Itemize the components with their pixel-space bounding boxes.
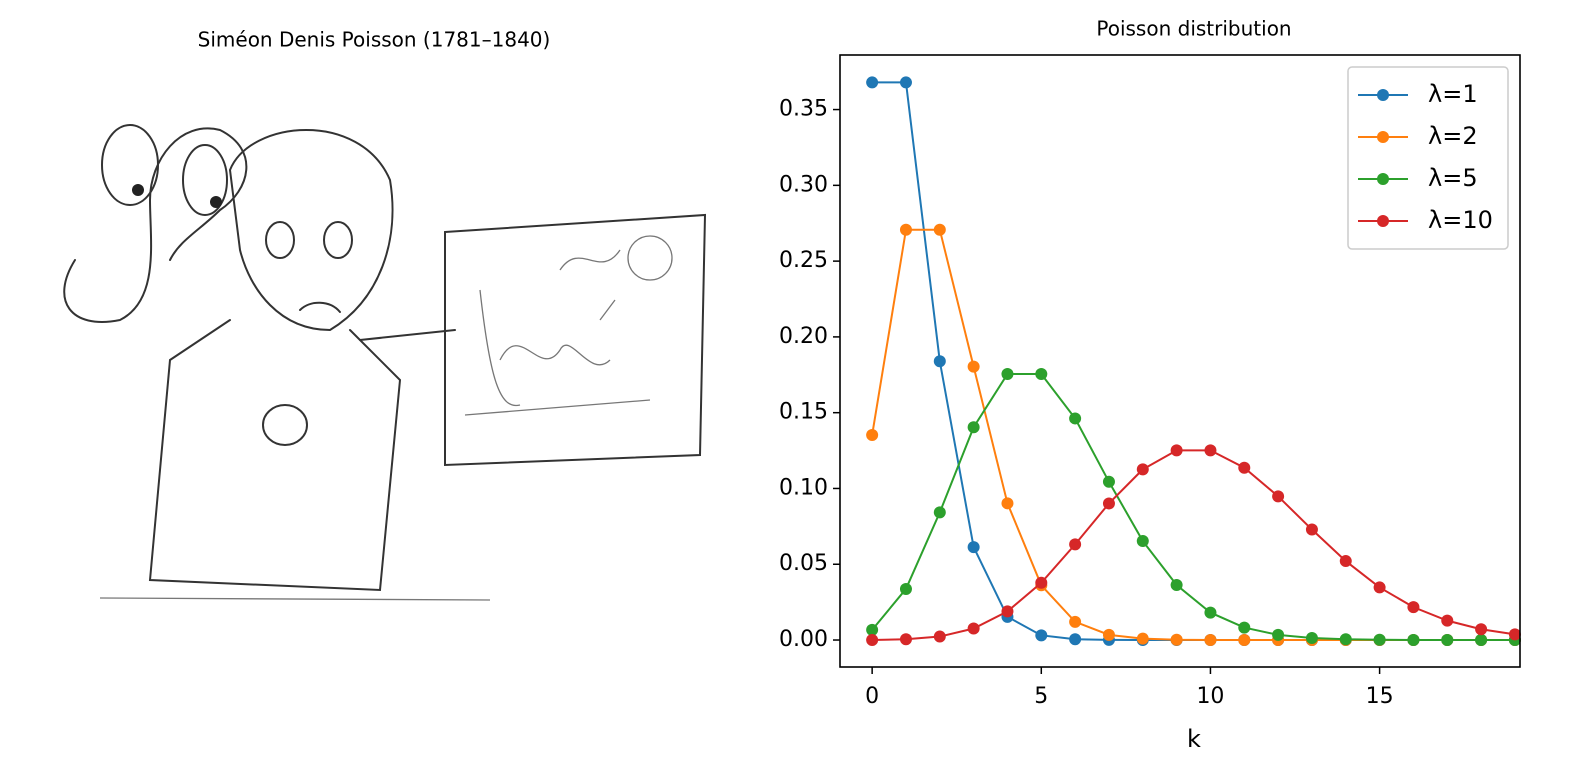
- data-point: [1272, 628, 1285, 641]
- data-point: [1102, 497, 1115, 510]
- data-point: [1069, 538, 1082, 551]
- series-line: [872, 449, 1516, 642]
- legend-box: [1347, 66, 1509, 250]
- legend-marker: [1377, 173, 1389, 185]
- data-point: [1170, 444, 1183, 457]
- data-point: [933, 223, 946, 236]
- y-tick-label: 0.15: [779, 400, 828, 425]
- data-point: [1102, 628, 1115, 641]
- data-point: [967, 541, 980, 554]
- data-point: [933, 506, 946, 519]
- data-point: [967, 622, 980, 635]
- data-point: [1001, 368, 1014, 381]
- data-point: [1441, 634, 1454, 647]
- legend: λ=1 λ=2 λ=5 λ=10: [1347, 66, 1509, 250]
- y-tick-label: 0.25: [779, 248, 828, 273]
- data-point: [1170, 633, 1183, 646]
- data-point: [1407, 634, 1420, 647]
- data-point: [1339, 633, 1352, 646]
- data-point: [866, 76, 879, 89]
- data-point: [1001, 605, 1014, 618]
- data-point: [1475, 623, 1488, 636]
- data-point: [1475, 634, 1488, 647]
- data-point: [1305, 523, 1318, 536]
- legend-label: λ=10: [1428, 206, 1493, 234]
- data-point: [1136, 632, 1149, 645]
- y-tick-label: 0.35: [779, 97, 828, 122]
- legend-label: λ=2: [1428, 122, 1478, 150]
- chart-title: Poisson distribution: [1096, 17, 1291, 41]
- x-tick-label: 5: [1034, 684, 1048, 709]
- data-point: [1035, 576, 1048, 589]
- data-point: [1407, 601, 1420, 614]
- data-point: [1441, 614, 1454, 627]
- legend-marker: [1377, 89, 1389, 101]
- y-tick-label: 0.20: [779, 324, 828, 349]
- data-point: [866, 428, 879, 441]
- data-point: [933, 630, 946, 643]
- y-tick-label: 0.10: [779, 475, 828, 500]
- data-point: [1136, 463, 1149, 476]
- data-point: [1305, 632, 1318, 645]
- legend-label: λ=5: [1428, 164, 1478, 192]
- data-point: [1204, 444, 1217, 457]
- data-point: [1204, 634, 1217, 647]
- data-point: [1035, 629, 1048, 642]
- data-point: [967, 360, 980, 373]
- legend-label: λ=1: [1428, 80, 1478, 108]
- data-point: [1339, 555, 1352, 568]
- data-point: [1238, 461, 1251, 474]
- legend-marker: [1377, 215, 1389, 227]
- illustration: [63, 124, 707, 601]
- data-point: [1170, 579, 1183, 592]
- data-point: [1069, 615, 1082, 628]
- data-point: [866, 623, 879, 636]
- y-tick-label: 0.05: [779, 551, 828, 576]
- data-point: [933, 355, 946, 368]
- data-point: [1238, 634, 1251, 647]
- x-tick-label: 10: [1196, 684, 1224, 709]
- data-point: [1136, 535, 1149, 548]
- y-tick-label: 0.00: [779, 627, 828, 652]
- data-point: [899, 76, 912, 89]
- data-point: [1069, 633, 1082, 646]
- data-point: [1373, 581, 1386, 594]
- data-point: [967, 421, 980, 434]
- data-point: [899, 633, 912, 646]
- data-point: [866, 634, 879, 647]
- data-point: [1508, 628, 1521, 641]
- legend-marker: [1377, 131, 1389, 143]
- data-point: [1373, 633, 1386, 646]
- data-point: [1272, 490, 1285, 503]
- plot-area: [866, 76, 1521, 647]
- x-tick-label: 15: [1366, 684, 1394, 709]
- data-point: [1238, 621, 1251, 634]
- illustration-title: Siméon Denis Poisson (1781–1840): [198, 28, 551, 52]
- y-tick-label: 0.30: [779, 172, 828, 197]
- axes-frame: [839, 54, 1521, 668]
- data-point: [1001, 497, 1014, 510]
- data-point: [1069, 412, 1082, 425]
- data-point: [899, 582, 912, 595]
- x-tick-label: 0: [865, 684, 879, 709]
- data-point: [1035, 368, 1048, 381]
- data-point: [899, 223, 912, 236]
- data-point: [1102, 475, 1115, 488]
- x-axis-label: k: [1187, 725, 1201, 753]
- data-point: [1204, 606, 1217, 619]
